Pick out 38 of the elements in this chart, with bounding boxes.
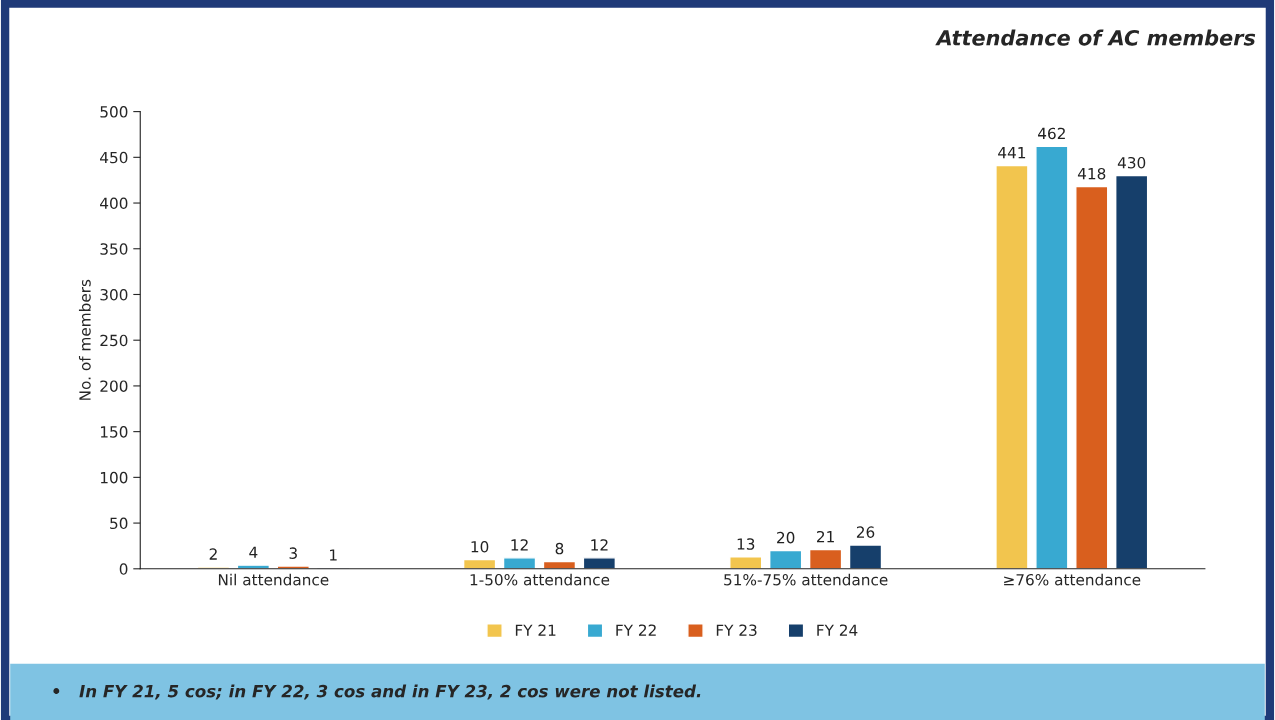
text: • In FY 21, 5 cos; in FY 22, 3 cos and in FY 23, 2 cos were not listed. bbox=[53, 684, 701, 700]
legend-label: FY 21 bbox=[515, 624, 556, 636]
legend-label: FY 22 bbox=[616, 624, 656, 636]
y-tick-label: 500 bbox=[100, 106, 128, 118]
chart-title: Attendance of AC members bbox=[935, 29, 1256, 46]
data-label: 1 bbox=[330, 549, 337, 561]
data-label: 430 bbox=[1117, 156, 1146, 169]
data-label: 2 bbox=[209, 548, 217, 560]
data-label: 8 bbox=[555, 542, 564, 555]
data-label: 13 bbox=[737, 538, 755, 550]
data-label: 12 bbox=[511, 539, 528, 551]
x-tick-label: Nil attendance bbox=[218, 573, 329, 586]
legend-label: FY 23 bbox=[716, 624, 757, 636]
data-label: 3 bbox=[289, 547, 297, 559]
data-label: 441 bbox=[998, 147, 1026, 159]
data-label: 12 bbox=[591, 539, 608, 551]
data-label: 21 bbox=[817, 530, 834, 543]
y-tick-label: 100 bbox=[100, 471, 128, 484]
y-tick-label: 250 bbox=[100, 334, 128, 347]
y-axis-title: No. of members bbox=[78, 279, 91, 400]
data-label: 462 bbox=[1038, 127, 1065, 140]
y-tick-label: 300 bbox=[100, 288, 128, 301]
x-tick-label: 51%-75% attendance bbox=[724, 573, 888, 586]
data-label: 20 bbox=[777, 531, 795, 544]
y-tick-label: 350 bbox=[100, 243, 128, 255]
y-tick-label: 0 bbox=[119, 563, 128, 575]
data-label: 4 bbox=[249, 546, 258, 558]
x-tick-label: ≥76% attendance bbox=[1004, 573, 1141, 586]
data-label: 26 bbox=[856, 526, 875, 538]
data-label: 10 bbox=[471, 540, 489, 553]
y-tick-label: 50 bbox=[110, 517, 128, 530]
y-tick-label: 450 bbox=[100, 151, 128, 164]
y-tick-label: 400 bbox=[100, 197, 128, 210]
y-tick-label: 150 bbox=[100, 426, 128, 438]
legend-label: FY 24 bbox=[817, 624, 858, 636]
y-tick-label: 200 bbox=[100, 380, 128, 392]
x-tick-label: 1-50% attendance bbox=[470, 573, 610, 586]
data-label: 418 bbox=[1077, 167, 1106, 180]
